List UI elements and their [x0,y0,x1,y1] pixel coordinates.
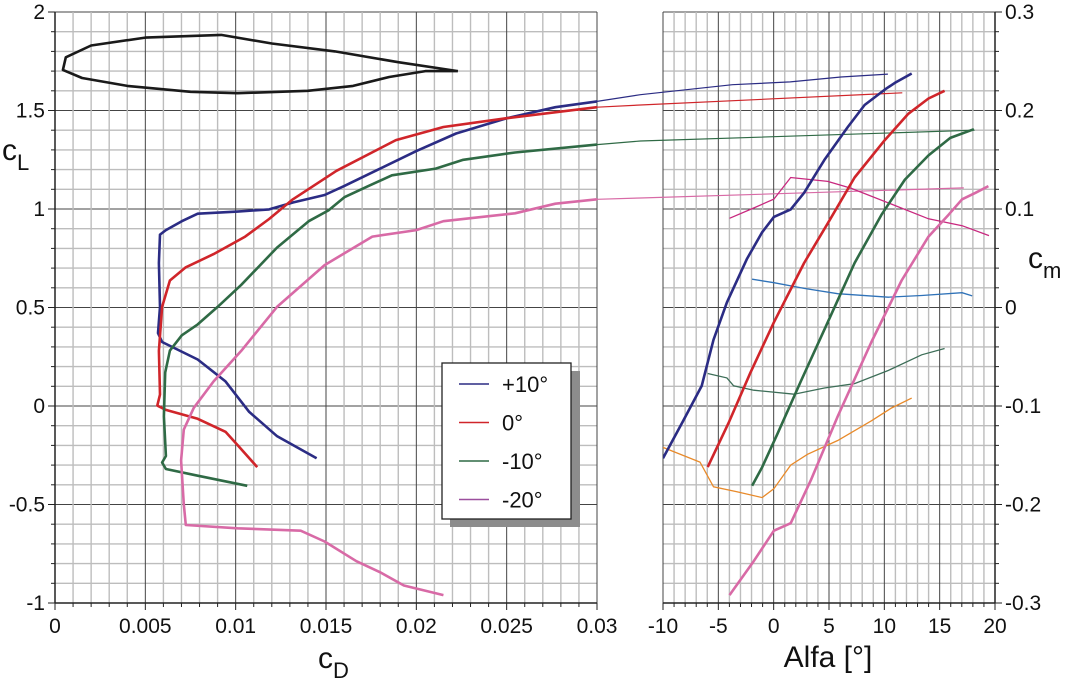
alfa-tick-label: 10 [873,615,896,638]
legend-label: +10° [502,372,548,397]
x-tick-label: 0.025 [480,615,533,638]
cm-curve-2 [707,347,945,395]
cm-curve-1 [751,278,973,298]
x-tick-label: 0.03 [577,615,618,638]
cm-tick-label: 0.3 [1005,1,1034,24]
alfa-tick-label: 15 [928,615,951,638]
y-tick-label: 0 [33,395,45,418]
alfa-tick-label: 20 [983,615,1006,638]
x-tick-label: 0.01 [215,615,256,638]
polar-curve-1 [156,105,597,468]
legend-label: 0° [502,411,523,436]
cm-curve-3 [663,397,912,499]
alfa-tick-label: 0 [768,615,780,638]
y-tick-label: -0.5 [9,494,45,517]
polar-curve-3 [179,197,597,597]
cl-alfa-curve-1 [706,89,946,468]
airfoil-outline [61,33,459,95]
alfa-tick-label: -10 [648,615,678,638]
y-tick-label: 2 [33,1,45,24]
polar-curve-0 [156,100,597,460]
cm-curve-0 [729,176,990,237]
cm-tick-label: -0.3 [1005,592,1041,615]
cl-alfa-curve-2 [750,127,975,487]
y-tick-label: 1 [33,198,45,221]
alfa-tick-label: -5 [709,615,728,638]
cm-tick-label: 0.1 [1005,198,1034,221]
cl-alfa-curve-3 [728,184,989,596]
axis-ticks: -1-0.500.511.520 0.005 0.01 0.015 0.02 0.025 0… [9,1,1041,638]
cm-tick-label: 0.2 [1005,100,1034,123]
alfa-axis-label: Alfa [°] [784,641,873,674]
y-tick-label: 0.5 [16,297,45,320]
cm-tick-label: 0 [1005,297,1017,320]
x-tick-label: 0.02 [396,615,437,638]
y-tick-label: -1 [26,592,45,615]
alfa-curves [663,72,990,596]
x-tick-label: 0.005 [119,615,172,638]
legend-label: -10° [502,449,543,474]
legend-box [441,362,572,520]
polar-curve-2 [160,143,597,488]
airfoil-shape [61,33,459,95]
cl-axis-label: cL [2,134,29,175]
polar-curves [156,73,975,597]
cd-axis-label: cD [318,642,349,683]
y-tick-label: 1.5 [16,100,45,123]
x-tick-label: 0 [49,615,61,638]
alfa-tick-label: 5 [823,615,835,638]
cl-alfa-curve-0 [663,72,913,459]
cm-tick-label: -0.1 [1005,395,1041,418]
cm-axis-label: cm [1028,242,1061,283]
x-tick-label: 0.015 [300,615,353,638]
legend-label: -20° [502,488,543,513]
legend: +10° 0° -10° -20° [441,362,580,527]
cm-tick-label: -0.2 [1005,494,1041,517]
